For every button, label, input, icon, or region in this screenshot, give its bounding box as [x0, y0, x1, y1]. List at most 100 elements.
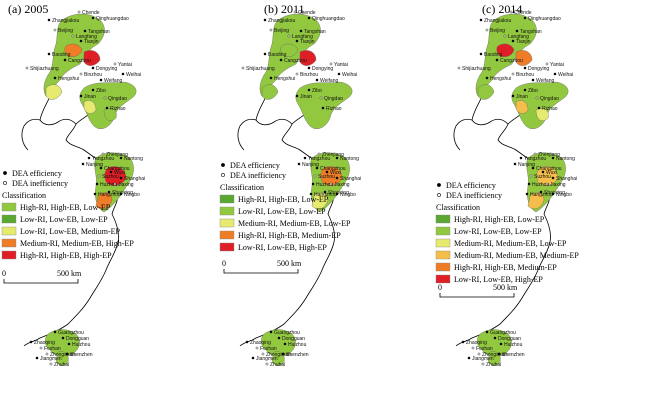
dea-marker [337, 72, 341, 76]
dea-marker [45, 352, 49, 356]
dea-marker [461, 340, 465, 344]
dea-efficiency-symbol [3, 171, 7, 175]
scale-zero-label: 0 [222, 259, 226, 268]
city-label: Zhenjiang [322, 152, 344, 158]
city-label: Langfang [76, 34, 97, 40]
city-label: Zhangjiakou [268, 18, 295, 24]
dea-marker [49, 362, 53, 366]
dea-inefficiency-symbol [3, 181, 7, 185]
city-label: Rizhao [326, 106, 342, 112]
city-label: Cangzhou [68, 58, 91, 64]
dea-marker [307, 88, 311, 92]
coastline [453, 118, 473, 151]
legend-class-label: Low-RI, Low-EB, Low-EP [238, 207, 326, 216]
city-label: Huizhou [504, 342, 523, 348]
city-label: Cangzhou [284, 58, 307, 64]
city-label: Zhongshan [50, 352, 75, 358]
city-label: Weifang [536, 78, 554, 84]
dea-marker [313, 174, 317, 178]
legend-class-label: High-RI, High-EB, Low-EP [20, 203, 111, 212]
dea-efficiency-symbol [437, 183, 441, 187]
dea-marker [493, 336, 497, 340]
city-label: Zhenjiang [106, 152, 128, 158]
city-label: Suzhou [102, 174, 119, 180]
city-label: Nantong [556, 156, 575, 162]
legend-mark-label: DEA efficiency [230, 161, 280, 170]
dea-marker [265, 362, 269, 366]
city-label: Wuxi [114, 170, 125, 176]
city-label: Hangzhou [530, 192, 553, 198]
city-label: Shenzhen [70, 352, 93, 358]
legend-mark-label: DEA inefficiency [12, 179, 68, 188]
legend-class-label: Low-RI, Low-EB, High-EP [454, 275, 543, 284]
city-label: Shaoxing [328, 190, 349, 196]
city-label: Nanjing [302, 162, 319, 168]
city-label: Dongguan [66, 336, 89, 342]
city-label: Shijiazhuang [246, 66, 275, 72]
region-shijiazhuang [477, 84, 495, 100]
city-label: Tianjin [84, 39, 99, 45]
city-label: Hangzhou [314, 192, 337, 198]
city-label: Yangzhou [92, 156, 114, 162]
dea-marker [255, 346, 259, 350]
city-label: Qinghuangdao [96, 16, 129, 22]
city-label: Huzhou [316, 182, 333, 188]
legend-swatch [435, 226, 451, 236]
dea-marker [63, 58, 67, 62]
scale-bar: 0 500 km [2, 269, 82, 284]
city-label: Zhongshan [266, 352, 291, 358]
dea-marker [481, 362, 485, 366]
city-label: Huzhou [532, 182, 549, 188]
city-label: Changzhou [104, 166, 130, 172]
region-zhuhai [55, 351, 69, 366]
city-label: Zhaoqing [250, 340, 271, 346]
dea-marker [529, 174, 533, 178]
dea-marker [511, 72, 515, 76]
dea-marker [525, 192, 529, 196]
dea-marker [61, 336, 65, 340]
city-label: Zibo [528, 88, 538, 94]
city-label: Changzhou [536, 166, 562, 172]
legend-swatch [219, 194, 235, 204]
legend-swatch [1, 250, 17, 260]
city-label: Zhongshan [482, 352, 507, 358]
dea-marker [551, 176, 555, 180]
city-label: Qingdao [324, 96, 343, 102]
city-label: Yangzhou [524, 156, 546, 162]
legend-mark-label: DEA inefficiency [230, 171, 286, 180]
city-label: Shenzhen [286, 352, 309, 358]
dea-marker [47, 52, 51, 56]
region-prd [45, 329, 80, 357]
city-label: Wuxi [546, 170, 557, 176]
region-hangzhou [95, 192, 113, 210]
region-zhuhai [487, 351, 501, 366]
city-label: Suzhou [318, 174, 335, 180]
dea-marker [81, 162, 85, 166]
legend-swatch [1, 214, 17, 224]
dea-marker [269, 330, 273, 334]
dea-marker [509, 10, 513, 14]
dea-marker [477, 352, 481, 356]
dea-marker [307, 66, 311, 70]
city-label: Qinghuangdao [312, 16, 345, 22]
legend-class-label: Low-RI, Low-EB, Low-EP [454, 227, 542, 236]
city-label: Foshan [44, 346, 61, 352]
dea-marker [121, 72, 125, 76]
city-label: Weifang [320, 78, 338, 84]
dea-marker [99, 78, 103, 82]
dea-marker [317, 152, 321, 156]
dea-marker [531, 166, 535, 170]
city-label: Foshan [260, 346, 277, 352]
scale-distance-label: 500 km [277, 259, 302, 268]
dea-marker [95, 182, 99, 186]
region-jinan [83, 100, 97, 114]
region-zhuhai [271, 351, 285, 366]
city-label: Shenzhen [502, 352, 525, 358]
dea-marker [25, 66, 29, 70]
scale-bar: 0 500 km [222, 259, 302, 274]
dea-marker [119, 192, 123, 196]
city-label: Jiaxing [118, 182, 134, 188]
city-label: Weihai [342, 72, 357, 78]
dea-marker [329, 182, 333, 186]
